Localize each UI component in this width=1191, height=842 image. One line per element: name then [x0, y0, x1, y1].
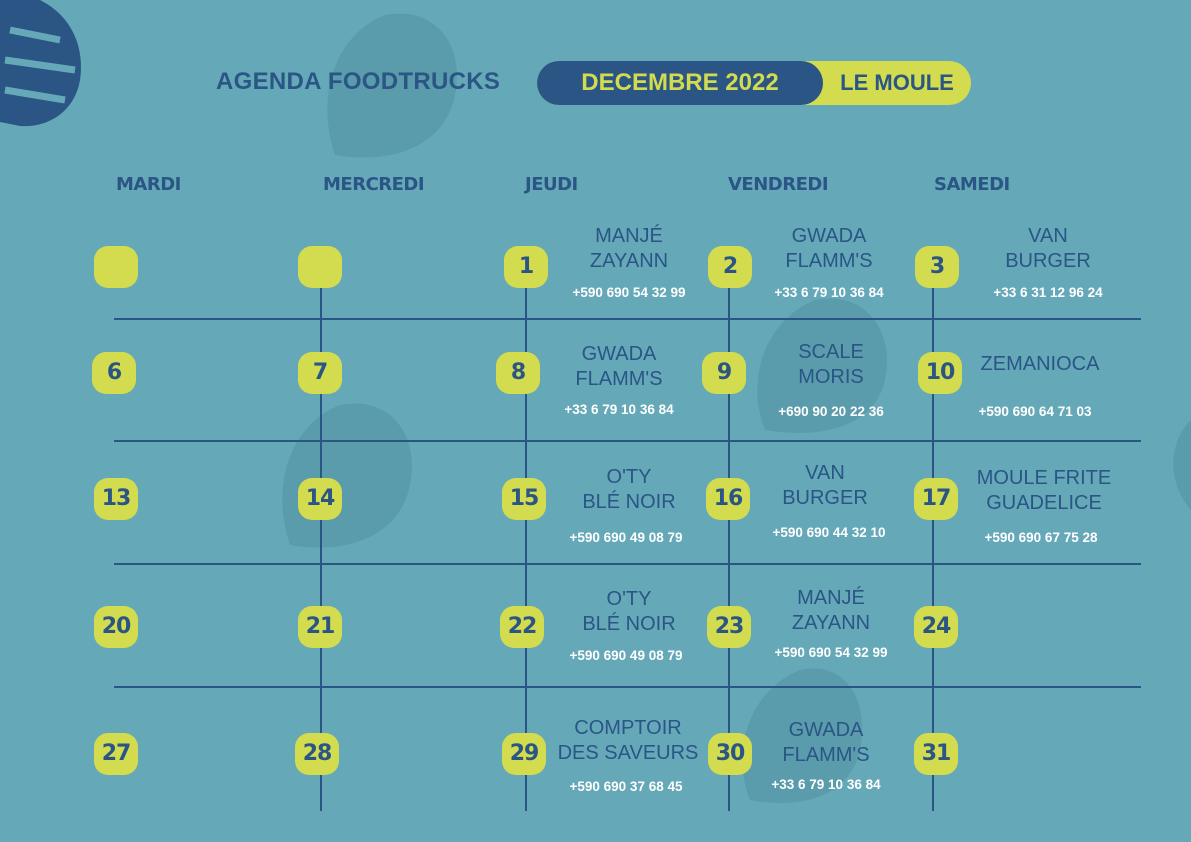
column-divider: [320, 266, 322, 811]
foodtruck-phone: +590 690 67 75 28: [984, 530, 1098, 545]
month-badge: [537, 61, 823, 105]
foodtruck-phone: +590 690 49 08 79: [569, 530, 683, 545]
foodtruck-phone: +33 6 79 10 36 84: [564, 402, 674, 417]
foodtruck-name: O'TY BLÉ NOIR: [582, 588, 676, 635]
date-badge: 16: [706, 478, 750, 520]
row-divider: [114, 440, 1141, 442]
foodtruck-name: COMPTOIR DES SAVEURS: [557, 717, 699, 764]
monstera-leaf-icon: [1173, 420, 1191, 510]
date-badge: 9: [702, 352, 746, 394]
date-badge: 24: [914, 606, 958, 648]
date-badge: 20: [94, 606, 138, 648]
foodtruck-phone: +33 6 79 10 36 84: [771, 777, 881, 792]
date-badge: 21: [298, 606, 342, 648]
row-divider: [114, 318, 1141, 320]
foodtruck-name: ZEMANIOCA: [980, 353, 1100, 375]
date-badge: 15: [502, 478, 546, 520]
date-badge: 1: [504, 246, 548, 288]
foodtruck-name: MANJÉ ZAYANN: [791, 587, 871, 634]
date-badge: 30: [708, 733, 752, 775]
date-badge-empty: [298, 246, 342, 288]
date-badge: 17: [914, 478, 958, 520]
row-divider: [114, 686, 1141, 688]
foodtruck-name: GWADA FLAMM'S: [785, 225, 873, 272]
date-badge: 13: [94, 478, 138, 520]
weekday-wednesday: MERCREDI: [323, 174, 425, 195]
monstera-leaf-icon: [327, 13, 457, 158]
page-title: AGENDA FOODTRUCKS: [216, 68, 501, 95]
foodtruck-phone: +690 90 20 22 36: [778, 404, 884, 419]
date-badge: 14: [298, 478, 342, 520]
location-label: LE MOULE: [840, 70, 954, 95]
foodtruck-name: GWADA FLAMM'S: [575, 343, 663, 390]
date-badge: 8: [496, 352, 540, 394]
date-badge: 28: [295, 733, 339, 775]
date-badge: 31: [914, 733, 958, 775]
weekday-thursday: JEUDI: [525, 174, 578, 195]
foodtruck-name: VAN BURGER: [1005, 225, 1091, 272]
foodtruck-phone: +33 6 79 10 36 84: [774, 285, 884, 300]
monstera-leaf-icon: [742, 668, 863, 803]
foodtruck-phone: +590 690 49 08 79: [569, 648, 683, 663]
date-badge: 3: [915, 246, 959, 288]
date-badge: 22: [500, 606, 544, 648]
row-divider: [114, 563, 1141, 565]
monstera-leaf-icon: [282, 403, 412, 548]
monstera-leaf-icon: [0, 0, 81, 127]
weekday-tuesday: MARDI: [116, 174, 181, 195]
foodtruck-name: GWADA FLAMM'S: [782, 719, 870, 766]
month-label: DECEMBRE 2022: [581, 69, 779, 96]
column-divider: [728, 266, 730, 811]
date-badge-empty: [94, 246, 138, 288]
date-badge: 23: [707, 606, 751, 648]
column-divider: [525, 266, 527, 811]
date-badge: 6: [92, 352, 136, 394]
foodtruck-name: O'TY BLÉ NOIR: [582, 466, 676, 513]
foodtruck-name: VAN BURGER: [782, 462, 868, 509]
foodtruck-phone: +590 690 54 32 99: [774, 645, 888, 660]
monstera-leaf-icon: [757, 298, 887, 433]
foodtruck-phone: +33 6 31 12 96 24: [993, 285, 1103, 300]
foodtruck-name: SCALE MORIS: [798, 341, 864, 388]
foodtruck-phone: +590 690 44 32 10: [772, 525, 886, 540]
weekday-friday: VENDREDI: [728, 174, 829, 195]
foodtruck-name: MOULE FRITE GUADELICE: [976, 467, 1112, 514]
foodtruck-phone: +590 690 54 32 99: [572, 285, 686, 300]
foodtruck-phone: +590 690 37 68 45: [569, 779, 683, 794]
date-badge: 29: [502, 733, 546, 775]
date-badge: 27: [94, 733, 138, 775]
foodtruck-phone: +590 690 64 71 03: [978, 404, 1092, 419]
weekday-saturday: SAMEDI: [934, 174, 1010, 195]
column-divider: [932, 266, 934, 811]
date-badge: 10: [918, 352, 962, 394]
foodtruck-name: MANJÉ ZAYANN: [589, 225, 669, 272]
date-badge: 7: [298, 352, 342, 394]
date-badge: 2: [708, 246, 752, 288]
